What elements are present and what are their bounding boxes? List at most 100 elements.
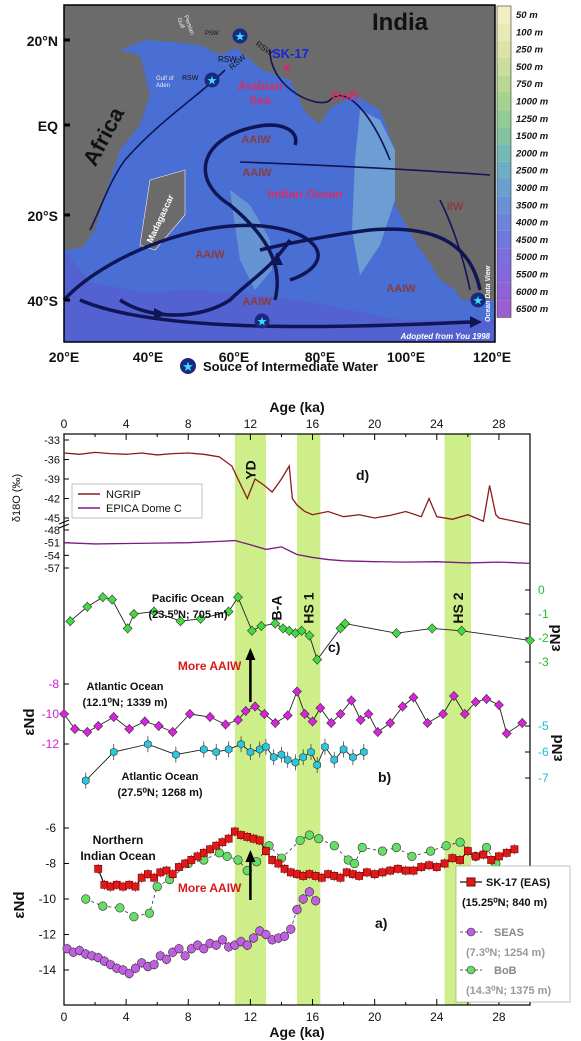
- data-point: [212, 747, 220, 757]
- legend-label: (7.3⁰N; 1254 m): [466, 947, 545, 959]
- circulation-paths: [62, 123, 482, 329]
- label-psw: PSW: [205, 31, 219, 37]
- aaiw-path-east: [259, 227, 482, 291]
- data-point: [82, 727, 93, 737]
- depth-swatch: [497, 109, 511, 128]
- data-point: [304, 830, 315, 840]
- x-tick-label-bottom: 24: [430, 1010, 444, 1024]
- y-tick-label: -39: [44, 474, 60, 486]
- data-point: [479, 850, 488, 859]
- y-tick-label-right: -2: [538, 631, 549, 645]
- plot-frame: [63, 433, 531, 1006]
- map-lon-label: 120°E: [473, 349, 511, 365]
- data-point: [93, 721, 104, 731]
- data-point: [502, 848, 511, 857]
- panel-b-label: b): [378, 769, 391, 785]
- time-series-chart: 0 0 4 4 8 8 12 12 16 16 20 20 24 24 28 28 Age (ka) Age (k…: [11, 399, 571, 1040]
- data-point: [246, 747, 255, 757]
- data-point: [432, 863, 441, 871]
- x-tick-label-bottom: 20: [368, 1010, 382, 1024]
- data-point: [307, 716, 318, 727]
- depth-frame: [496, 5, 512, 318]
- data-point: [313, 760, 321, 770]
- data-point: [401, 866, 410, 875]
- data-point: [107, 594, 118, 605]
- x-tick-label-top: 28: [492, 417, 506, 431]
- data-point: [129, 912, 139, 922]
- data-point: [346, 695, 357, 706]
- data-point: [291, 758, 300, 767]
- arrowhead-east: [470, 316, 482, 328]
- label-aaiw-1: AAIW: [241, 134, 271, 146]
- y-tick-label: -12: [39, 928, 57, 942]
- data-point: [139, 716, 150, 727]
- data-point: [481, 694, 492, 704]
- y-tick-label-right: -3: [538, 655, 549, 669]
- label-aaiw-5: AAIW: [386, 283, 416, 295]
- source-markers: ★ ★ ★ ★: [204, 28, 486, 329]
- data-point: [336, 873, 345, 882]
- depth-swatch: [497, 179, 511, 197]
- data-point: [355, 872, 364, 880]
- panel-d-ylabel: δ18O (‰): [11, 474, 23, 522]
- panel-b-site-label-1: Atlantic Ocean (12.1⁰N; 1339 m): [82, 681, 167, 709]
- depth-label: 4500 m: [515, 235, 549, 246]
- data-point: [153, 721, 164, 731]
- map-lat-label: 20°N: [27, 33, 58, 49]
- map-credit: Adopted from You 1998: [400, 332, 491, 341]
- data-point: [108, 712, 119, 722]
- depth-swatch: [497, 282, 511, 301]
- data-point: [205, 712, 215, 722]
- label-gulf-of-aden: Gulf of Aden: [156, 76, 174, 89]
- y-tick-label: -51: [44, 538, 60, 550]
- y-tick-label-right: -1: [538, 607, 549, 621]
- x-tick-label-top: 4: [123, 417, 130, 431]
- y-tick-label: -10: [39, 892, 57, 906]
- data-point: [81, 894, 91, 904]
- depth-swatch: [497, 23, 511, 41]
- data-point: [150, 873, 158, 882]
- data-point: [494, 700, 504, 710]
- data-point: [124, 724, 135, 734]
- map-lon-label: 20°E: [49, 349, 80, 365]
- event-label: HS 2: [450, 592, 466, 623]
- data-point: [425, 861, 433, 870]
- data-point: [360, 747, 368, 757]
- data-point: [180, 951, 190, 961]
- depth-label: 750 m: [516, 79, 543, 90]
- panel-a-region-label: Northern Indian Ocean: [80, 833, 155, 863]
- data-point: [307, 747, 315, 757]
- data-point: [299, 709, 310, 719]
- data-point: [487, 856, 496, 864]
- data-point: [282, 710, 293, 721]
- data-point: [211, 940, 221, 950]
- legend-label: SEAS: [494, 927, 524, 939]
- data-point: [167, 727, 178, 737]
- odv-tag: Ocean Data View: [485, 265, 492, 322]
- depth-swatch: [497, 230, 511, 249]
- data-point: [269, 752, 278, 762]
- data-point: [438, 709, 448, 719]
- data-point: [340, 618, 351, 629]
- svg-text:★: ★: [257, 315, 268, 329]
- data-point: [98, 901, 108, 911]
- data-point: [262, 847, 270, 855]
- y-tick-label-right: -6: [538, 745, 549, 759]
- data-point: [237, 739, 245, 749]
- panel-b-ylabel-right: εNd: [549, 734, 566, 761]
- y-tick-label-right: -5: [538, 719, 549, 733]
- data-point: [335, 709, 346, 719]
- data-point: [448, 691, 459, 701]
- data-point: [124, 968, 134, 979]
- data-point: [326, 718, 337, 728]
- data-point: [517, 718, 528, 728]
- data-point: [304, 887, 315, 897]
- data-point: [65, 616, 76, 627]
- data-point: [262, 742, 270, 752]
- depth-label: 5000 m: [516, 252, 549, 263]
- data-point: [321, 742, 329, 752]
- aaiw-path-west: [62, 223, 320, 302]
- ridge-ninetyeast: [352, 110, 395, 275]
- depth-label: 5500 m: [516, 270, 549, 281]
